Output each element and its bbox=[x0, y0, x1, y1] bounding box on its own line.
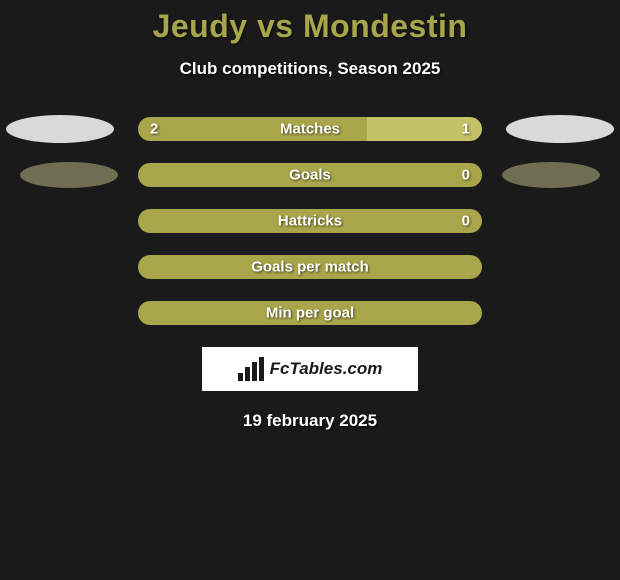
subtitle: Club competitions, Season 2025 bbox=[0, 59, 620, 79]
stat-name: Matches bbox=[280, 121, 340, 138]
stat-rows: Matches 2 1 Goals 0 Hattricks 0 Goals per match… bbox=[0, 117, 620, 325]
logo: FcTables.com bbox=[238, 357, 383, 381]
player-marker-left bbox=[20, 162, 118, 188]
stat-row: Min per goal bbox=[0, 301, 620, 325]
stat-name: Hattricks bbox=[278, 213, 342, 230]
stat-row: Matches 2 1 bbox=[0, 117, 620, 141]
stat-bar: Hattricks 0 bbox=[138, 209, 482, 233]
right-value: 0 bbox=[462, 213, 470, 230]
stat-bar: Min per goal bbox=[138, 301, 482, 325]
stat-bar: Goals 0 bbox=[138, 163, 482, 187]
logo-box: FcTables.com bbox=[202, 347, 418, 391]
stat-name: Goals per match bbox=[251, 259, 369, 276]
player-marker-right bbox=[506, 115, 614, 143]
left-value: 2 bbox=[150, 121, 158, 138]
stat-name: Goals bbox=[289, 167, 331, 184]
player-marker-right bbox=[502, 162, 600, 188]
stat-name: Min per goal bbox=[266, 305, 354, 322]
stat-bar: Matches 2 1 bbox=[138, 117, 482, 141]
comparison-infographic: Jeudy vs Mondestin Club competitions, Se… bbox=[0, 0, 620, 431]
player-marker-left bbox=[6, 115, 114, 143]
stat-row: Goals 0 bbox=[0, 163, 620, 187]
stat-row: Hattricks 0 bbox=[0, 209, 620, 233]
right-value: 1 bbox=[462, 121, 470, 138]
logo-text: FcTables.com bbox=[270, 359, 383, 379]
stat-row: Goals per match bbox=[0, 255, 620, 279]
right-value: 0 bbox=[462, 167, 470, 184]
bar-chart-icon bbox=[238, 357, 266, 381]
page-title: Jeudy vs Mondestin bbox=[0, 8, 620, 45]
date-label: 19 february 2025 bbox=[0, 411, 620, 431]
stat-bar: Goals per match bbox=[138, 255, 482, 279]
